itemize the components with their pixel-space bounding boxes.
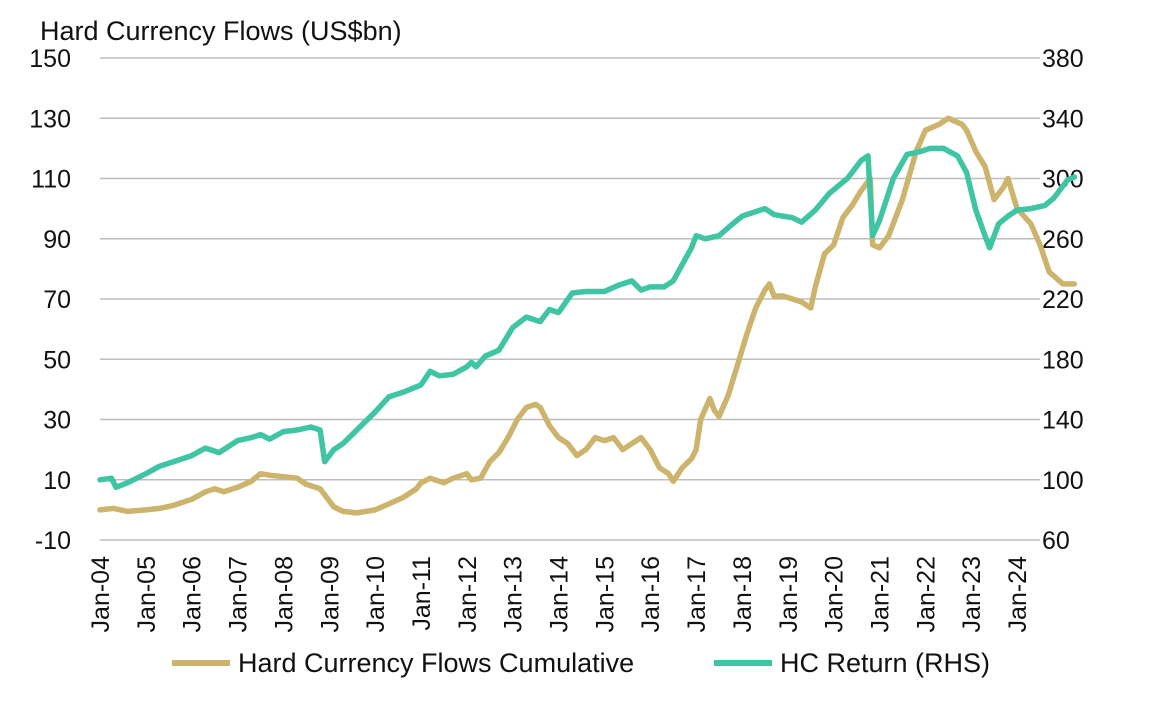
x-tick-label: Jan-12 (454, 556, 482, 632)
x-tick-label: Jan-21 (867, 556, 895, 632)
x-tick-label: Jan-05 (133, 556, 161, 632)
legend-label-1: HC Return (RHS) (780, 648, 990, 678)
right-tick-label: 380 (1042, 45, 1084, 73)
series-line-1 (97, 145, 1078, 491)
right-tick-label: 260 (1042, 226, 1084, 254)
x-tick-label: Jan-14 (546, 556, 574, 633)
left-tick-label: 110 (31, 166, 71, 194)
left-tick-label: 130 (29, 105, 71, 133)
x-tick-label: Jan-19 (775, 556, 803, 632)
x-tick-label: Jan-17 (683, 556, 711, 632)
x-tick-label: Jan-08 (270, 556, 298, 632)
x-tick-label: Jan-16 (637, 556, 665, 632)
x-tick-label: Jan-07 (225, 556, 253, 632)
series-line-0 (97, 115, 1078, 516)
legend-label-0: Hard Currency Flows Cumulative (238, 648, 634, 678)
x-tick-label: Jan-09 (316, 556, 344, 632)
left-tick-label: 70 (43, 286, 71, 314)
left-axis-tick-labels: -10 10 30 50 70 90 110 130 150 (29, 45, 71, 555)
left-tick-label: 50 (43, 346, 71, 374)
right-tick-label: 60 (1042, 527, 1070, 555)
right-tick-label: 140 (1042, 407, 1084, 435)
x-tick-label: Jan-23 (958, 556, 986, 632)
x-tick-label: Jan-20 (821, 556, 849, 632)
right-tick-label: 340 (1042, 105, 1084, 133)
left-tick-label: 30 (43, 407, 71, 435)
x-tick-label: Jan-11 (408, 556, 436, 631)
left-tick-label: 90 (43, 226, 71, 254)
x-tick-label: Jan-24 (1004, 556, 1032, 633)
chart-title: Hard Currency Flows (US$bn) (40, 16, 402, 46)
left-tick-label: -10 (35, 527, 71, 555)
right-tick-label: 180 (1042, 346, 1084, 374)
right-tick-label: 220 (1042, 286, 1084, 314)
x-axis-tick-labels: Jan-04 Jan-05 Jan-06 Jan-07 Jan-08 Jan-09 Jan-… (87, 556, 1032, 633)
x-tick-label: Jan-15 (591, 556, 619, 632)
x-tick-label: Jan-18 (729, 556, 757, 632)
x-tick-label: Jan-06 (179, 556, 207, 632)
legend[interactable]: Hard Currency Flows Cumulative HC Return … (172, 648, 990, 678)
x-tick-label: Jan-10 (362, 556, 390, 632)
x-tick-label: Jan-22 (912, 556, 940, 632)
x-tick-label: Jan-13 (500, 556, 528, 632)
x-tick-label: Jan-04 (87, 556, 115, 633)
series-lines (97, 115, 1078, 516)
left-tick-label: 10 (43, 467, 71, 495)
left-tick-label: 150 (29, 45, 71, 73)
right-tick-label: 100 (1042, 467, 1084, 495)
